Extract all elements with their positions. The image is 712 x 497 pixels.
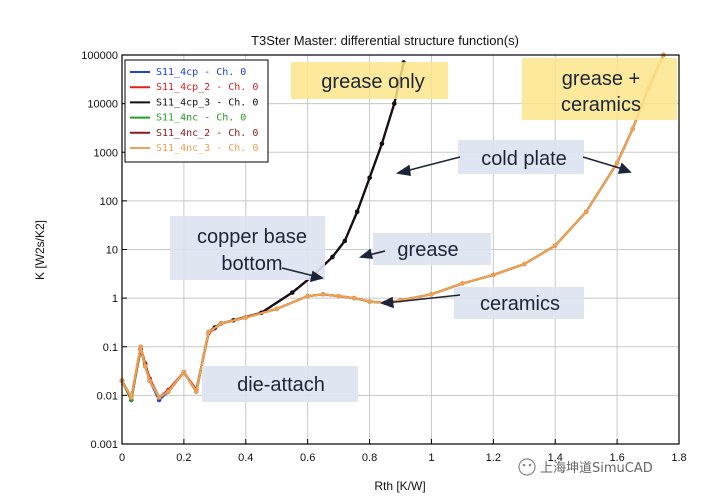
data-point xyxy=(243,315,248,320)
data-point xyxy=(290,290,295,295)
x-tick-label: 0.8 xyxy=(362,452,377,464)
arrow-head-cold-plate-right xyxy=(617,162,632,174)
data-point xyxy=(274,306,279,312)
legend-entry: S11_4cp_2 - Ch. 0 xyxy=(156,82,258,93)
y-tick-label: 10000 xyxy=(87,99,118,111)
y-tick-label: 0.001 xyxy=(90,439,118,451)
data-point xyxy=(206,329,211,335)
y-tick-label: 0.1 xyxy=(103,342,118,354)
annotation-grease: grease xyxy=(397,239,458,261)
data-point xyxy=(143,363,148,369)
data-point xyxy=(584,209,589,214)
x-tick-label: 0 xyxy=(119,452,125,464)
arrow-cold-plate-left xyxy=(401,156,461,173)
y-axis-label: K [W2s/K2] xyxy=(33,220,47,280)
x-tick-label: 1.4 xyxy=(548,452,563,464)
data-point xyxy=(138,344,143,349)
x-tick-label: 1.2 xyxy=(486,452,501,464)
box-cold-plate xyxy=(458,140,584,174)
y-tick-label: 1000 xyxy=(94,147,118,159)
data-point xyxy=(429,292,434,297)
series-6 xyxy=(119,52,666,400)
annotation-grease-plus: grease + xyxy=(562,68,640,90)
axis-ticks: 0 0.2 0.4 0.6 0.8 1 1.2 1.4 1.6 1.8 0.001 0.01 0.1 1 1… xyxy=(81,50,686,464)
data-point xyxy=(147,378,152,383)
watermark: 上海坤道SimuCAD xyxy=(518,458,653,476)
data-point xyxy=(367,175,372,180)
data-point xyxy=(614,160,620,166)
legend: S11_4cp - Ch. 0 S11_4cp_2 - Ch. 0 S11_4cp_… xyxy=(124,59,269,163)
arrow-ceramics xyxy=(385,294,461,304)
annotation-layer: grease only grease + ceramics cold plate… xyxy=(170,58,677,402)
watermark-text: 上海坤道SimuCAD xyxy=(540,461,653,476)
series-line xyxy=(121,54,665,399)
wechat-icon xyxy=(518,458,536,476)
legend-entry: S11_4cp - Ch. 0 xyxy=(156,67,246,78)
chart-title: T3Ster Master: differential structure fu… xyxy=(251,33,519,48)
annotation-die-attach: die-attach xyxy=(237,374,325,396)
data-point xyxy=(351,295,357,301)
annotation-bottom: bottom xyxy=(221,253,282,275)
data-point xyxy=(166,389,171,394)
data-point xyxy=(194,389,199,394)
legend-entry: S11_4nc_2 - Ch. 0 xyxy=(156,128,258,139)
series-group xyxy=(119,52,666,403)
data-point xyxy=(379,141,385,146)
x-tick-label: 0.6 xyxy=(300,452,315,464)
data-point xyxy=(392,101,397,106)
y-tick-label: 0.01 xyxy=(97,390,118,402)
data-point xyxy=(218,321,224,326)
y-tick-label: 10 xyxy=(106,245,118,257)
data-point xyxy=(305,293,310,299)
box-grease xyxy=(373,233,491,265)
x-tick-label: 1.6 xyxy=(609,452,624,464)
data-point xyxy=(367,299,372,304)
data-point xyxy=(522,261,527,267)
data-point xyxy=(336,293,341,299)
highlight-box-grease-only xyxy=(291,62,448,99)
x-tick-label: 1.8 xyxy=(671,452,686,464)
data-point xyxy=(129,395,134,400)
arrow-cold-plate-right xyxy=(582,156,627,171)
data-point xyxy=(330,254,335,260)
data-point xyxy=(553,243,558,248)
box-ceramics xyxy=(454,287,584,319)
data-point xyxy=(630,126,635,132)
data-point xyxy=(460,281,465,286)
legend-entry: S11_4cp_3 - Ch. 0 xyxy=(156,97,258,108)
annotation-copper-base: copper base xyxy=(197,226,307,248)
data-point xyxy=(491,272,496,278)
data-point xyxy=(342,238,347,244)
data-point xyxy=(156,395,162,400)
data-point xyxy=(181,370,187,375)
legend-entry: S11_4nc - Ch. 0 xyxy=(156,113,246,124)
x-tick-label: 0.4 xyxy=(238,452,253,464)
arrow-head-grease xyxy=(358,248,374,259)
y-tick-label: 1 xyxy=(112,293,118,305)
x-tick-label: 1 xyxy=(428,452,434,464)
data-point xyxy=(320,292,326,297)
legend-box xyxy=(124,59,269,163)
y-tick-label: 100000 xyxy=(81,50,118,62)
annotation-cold-plate: cold plate xyxy=(481,148,567,170)
box-die-attach xyxy=(202,366,358,402)
annotation-grease-only: grease only xyxy=(321,71,424,93)
arrow-head-cold-plate-left xyxy=(395,164,411,176)
annotation-ceramics-top: ceramics xyxy=(561,94,641,116)
highlight-box-grease-ceramics xyxy=(522,58,677,120)
x-tick-label: 0.2 xyxy=(176,452,191,464)
arrow-head-copper-base xyxy=(309,270,324,283)
legend-entry: S11_4nc_3 - Ch. 0 xyxy=(156,143,258,154)
y-tick-label: 100 xyxy=(100,196,118,208)
x-axis-label: Rth [K/W] xyxy=(374,479,425,493)
data-point xyxy=(355,209,360,214)
annotation-ceramics: ceramics xyxy=(480,293,560,315)
box-copper-base xyxy=(170,216,325,280)
arrow-head-ceramics xyxy=(379,296,394,309)
